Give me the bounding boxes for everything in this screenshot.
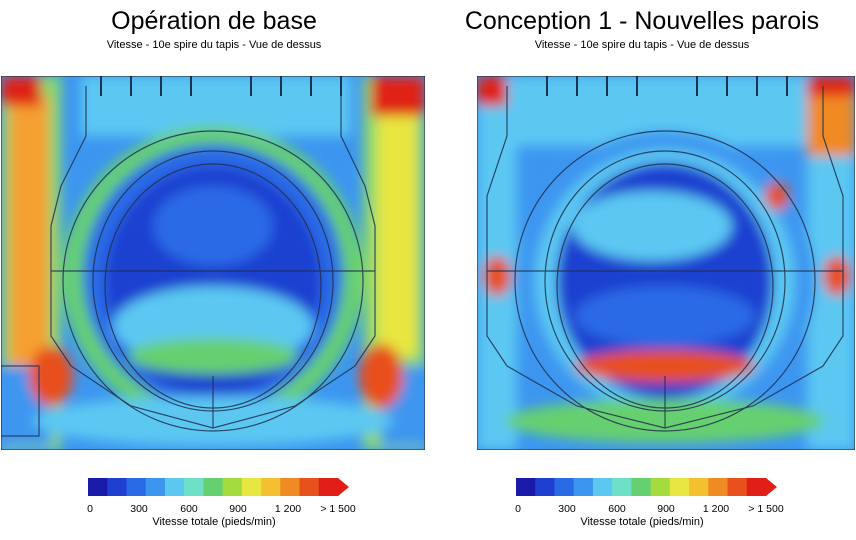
panel-title: Opération de base [111, 7, 317, 35]
colorbar-swatch [299, 478, 320, 496]
colorbar-swatch [631, 478, 652, 496]
colorbar-swatch [573, 478, 594, 496]
colorbar-swatch [222, 478, 243, 496]
colorbar-tick: 1 200 [274, 503, 302, 515]
colorbar-swatch [535, 478, 555, 496]
colorbar [516, 478, 777, 496]
colorbar-swatch [746, 478, 767, 496]
panel-subtitle: Vitesse - 10e spire du tapis - Vue de de… [106, 39, 322, 51]
colorbar-swatch [203, 478, 224, 496]
colorbar-swatch [727, 478, 748, 496]
colorbar-tick: 600 [608, 503, 626, 515]
panel-new-walls: Conception 1 - Nouvelles parois Vitesse … [428, 0, 856, 540]
colorbar-swatch [261, 478, 281, 496]
colorbar-tick: 0 [515, 503, 521, 515]
colorbar-swatch [164, 478, 185, 496]
colorbar-tick: 600 [180, 503, 198, 515]
colorbar-swatch [241, 478, 262, 496]
colorbar-tick: 0 [87, 503, 93, 515]
colorbar-swatch [280, 478, 301, 496]
colorbar-tick: > 1 500 [320, 503, 356, 515]
colorbar-tick: 900 [657, 503, 675, 515]
colorbar-label: Vitesse totale (pieds/min) [580, 516, 704, 528]
colorbar-tick: 1 200 [702, 503, 730, 515]
panel-subtitle: Vitesse - 10e spire du tapis - Vue de de… [534, 39, 750, 51]
colorbar-swatch [689, 478, 709, 496]
colorbar-tick: 300 [558, 503, 576, 515]
colorbar-swatch [669, 478, 690, 496]
colorbar-overflow-arrow [338, 478, 349, 496]
colorbar-tick: > 1 500 [748, 503, 784, 515]
colorbar-label: Vitesse totale (pieds/min) [152, 516, 276, 528]
colorbar-tick: 900 [229, 503, 247, 515]
colorbar-swatch [708, 478, 729, 496]
colorbar-swatch [650, 478, 671, 496]
colorbar-swatch [592, 478, 613, 496]
colorbar-swatch [318, 478, 339, 496]
colorbar-tick: 300 [130, 503, 148, 515]
colorbar-swatch [612, 478, 632, 496]
colorbar-swatch [554, 478, 575, 496]
colorbar-swatch [145, 478, 166, 496]
colorbar-overflow-arrow [766, 478, 777, 496]
velocity-contour-map [1, 76, 425, 450]
colorbar-swatch [126, 478, 147, 496]
colorbar-swatch [107, 478, 127, 496]
colorbar-swatch [184, 478, 204, 496]
panel-title: Conception 1 - Nouvelles parois [464, 7, 820, 35]
colorbar-swatch [516, 478, 536, 496]
colorbar [88, 478, 349, 496]
velocity-contour-map [477, 76, 855, 450]
colorbar-swatch [88, 478, 108, 496]
panel-baseline: Opération de base Vitesse - 10e spire du… [1, 7, 425, 528]
